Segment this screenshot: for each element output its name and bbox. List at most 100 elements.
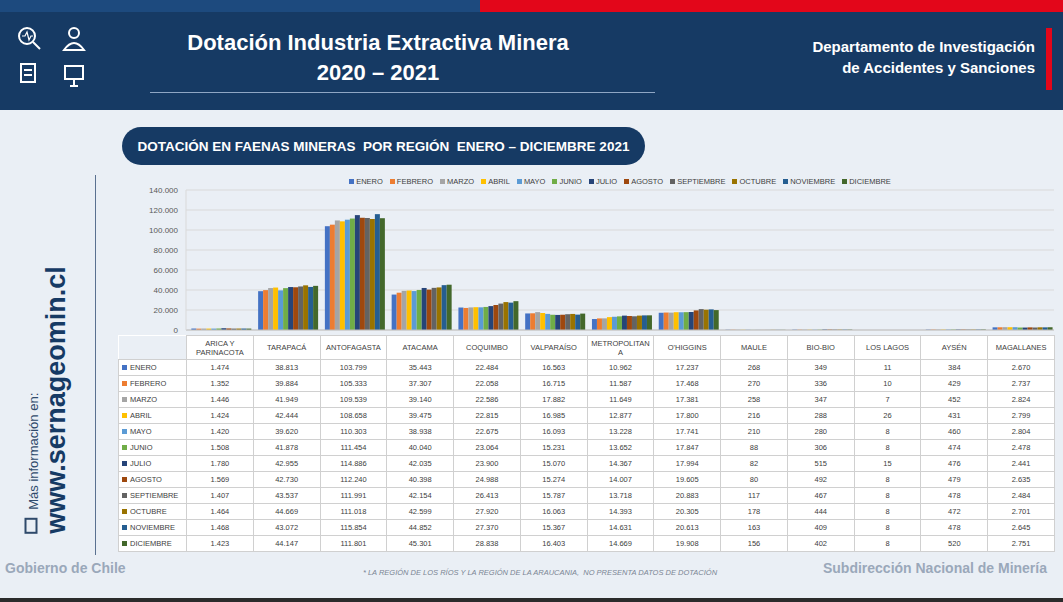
svg-text:140.000: 140.000 [149,186,178,195]
html-text:17.381: 17.381 [675,395,699,404]
html-text:39.620: 39.620 [275,427,299,436]
svg-text:20.000: 20.000 [154,306,179,315]
svg-text:120.000: 120.000 [149,206,178,215]
html-text:MAYO: MAYO [130,427,152,436]
html-text:VALPARAÍSO: VALPARAÍSO [530,343,577,352]
html-text:11.649: 11.649 [609,395,632,404]
html-text:105.333: 105.333 [339,379,367,388]
html-text:22.484: 22.484 [475,363,499,372]
html-text:288: 288 [814,411,827,420]
html-text:2.670: 2.670 [1011,363,1031,372]
html-text:2.737: 2.737 [1011,379,1031,388]
html-text:1.420: 1.420 [210,427,230,436]
html-text:336: 336 [814,379,827,388]
html-text:22.815: 22.815 [475,411,499,420]
html-text:COQUIMBO: COQUIMBO [466,343,508,352]
html-text:16.715: 16.715 [542,379,566,388]
svg-text:100.000: 100.000 [149,226,178,235]
html-text:O'HIGGINS: O'HIGGINS [667,343,707,352]
html-text:MAYO: MAYO [523,177,546,186]
html-text:16.985: 16.985 [542,411,566,420]
html-text:22.058: 22.058 [475,379,499,388]
html-text:LOS LAGOS: LOS LAGOS [866,343,909,352]
html-text:METROPOLITANA: METROPOLITANA [591,338,650,357]
html-text:26: 26 [883,411,892,420]
html-text:270: 270 [747,379,761,388]
html-text:349: 349 [814,363,827,372]
html-text:10.962: 10.962 [609,363,632,372]
html-text:22.586: 22.586 [475,395,499,404]
html-text:1.352: 1.352 [210,379,230,388]
svg-text:80.000: 80.000 [154,246,179,255]
html-text:38.813: 38.813 [275,363,299,372]
html-text:347: 347 [814,395,827,404]
html-text:ENERO: ENERO [130,363,157,372]
html-text:17.882: 17.882 [542,395,566,404]
html-text:1.474: 1.474 [210,363,230,372]
html-text:384: 384 [948,363,961,372]
html-text:16.563: 16.563 [542,363,566,372]
html-text:12.877: 12.877 [609,411,632,420]
html-text:AGOSTO: AGOSTO [631,177,664,186]
html-text:ABRIL: ABRIL [130,411,152,420]
html-text:ABRIL: ABRIL [488,177,510,186]
html-text:FEBRERO: FEBRERO [130,379,167,388]
html-text:SEPTIEMBRE: SEPTIEMBRE [677,177,726,186]
html-text:MARZO: MARZO [130,395,158,404]
html-text:37.307: 37.307 [408,379,432,388]
html-text:2.799: 2.799 [1011,411,1031,420]
html-text:Dotación Industria Extractiva: Dotación Industria Extractiva Minera [187,30,569,55]
html-text:FEBRERO: FEBRERO [396,177,434,186]
html-text:ENERO: ENERO [356,177,383,186]
html-text:10: 10 [883,379,892,388]
html-text:452: 452 [948,395,961,404]
html-text:17.237: 17.237 [675,363,699,372]
html-text:Subdirección Nacional de Miner: Subdirección Nacional de Minería [822,560,1047,576]
html-text:431: 431 [948,411,961,420]
html-text:2020 – 2021: 2020 – 2021 [316,60,440,85]
html-text:ARICA Y PARINACOTA: ARICA Y PARINACOTA [196,338,244,357]
html-text:109.539: 109.539 [339,395,367,404]
html-text:JUNIO: JUNIO [559,177,582,186]
html-text:DOTACIÓN EN FAENAS MINERAS POR: DOTACIÓN EN FAENAS MINERAS POR REGIÓN EN… [137,138,630,154]
html-text:DICIEMBRE: DICIEMBRE [849,177,891,186]
html-text:42.444: 42.444 [275,411,299,420]
html-text:35.443: 35.443 [408,363,432,372]
html-text:268: 268 [747,363,761,372]
html-text:1.424: 1.424 [210,411,230,420]
html-text:41.949: 41.949 [275,395,299,404]
html-text:2.824: 2.824 [1011,395,1031,404]
html-text:258: 258 [747,395,761,404]
html-text:ATACAMA: ATACAMA [402,343,438,352]
svg-text:0: 0 [174,326,179,335]
html-text:11: 11 [883,363,892,372]
html-text:108.658: 108.658 [339,411,367,420]
html-text:Gobierno de Chile: Gobierno de Chile [5,560,126,576]
html-text:17.468: 17.468 [675,379,699,388]
svg-text:40.000: 40.000 [154,286,179,295]
html-text:NOVIEMBRE: NOVIEMBRE [790,177,836,186]
html-text:de Accidentes y Sanciones: de Accidentes y Sanciones [842,59,1035,76]
html-text:39.884: 39.884 [275,379,299,388]
svg-text:60.000: 60.000 [154,266,179,275]
html-text:1.446: 1.446 [210,395,230,404]
html-text:MAULE: MAULE [741,343,767,352]
html-text:ANTOFAGASTA: ANTOFAGASTA [326,343,381,352]
html-text:Departamento de Investigación: Departamento de Investigación [812,38,1035,55]
html-text:39.140: 39.140 [408,395,432,404]
html-text:216: 216 [747,411,761,420]
html-text:39.475: 39.475 [408,411,432,420]
html-text:BIO-BIO: BIO-BIO [806,343,835,352]
html-text:Más información en:: Más información en: [25,392,41,510]
html-text:17.800: 17.800 [675,411,699,420]
html-text:TARAPACÁ: TARAPACÁ [267,343,307,352]
html-text:MAGALLANES: MAGALLANES [995,343,1047,352]
html-text:OCTUBRE: OCTUBRE [739,177,777,186]
html-text:11.587: 11.587 [609,379,632,388]
html-text:429: 429 [948,379,961,388]
html-text:AYSÉN: AYSÉN [941,343,967,352]
html-text:MARZO: MARZO [447,177,475,186]
html-text:www.sernageomin.cl: www.sernageomin.cl [40,266,71,534]
html-text:103.799: 103.799 [339,363,367,372]
html-text:JULIO: JULIO [595,177,618,186]
